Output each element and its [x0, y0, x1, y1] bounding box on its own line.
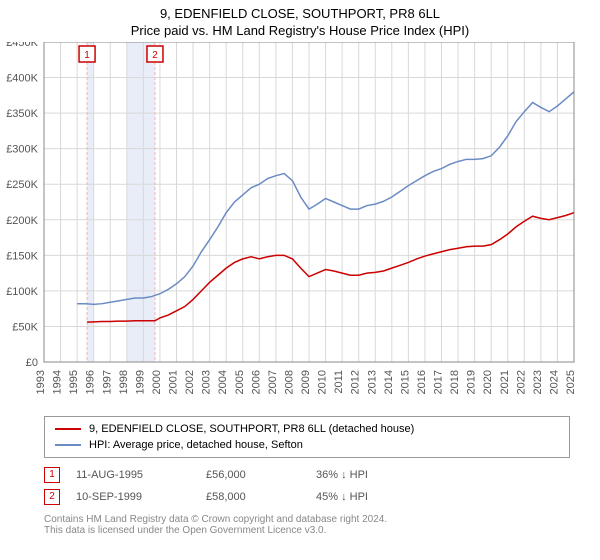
svg-text:1997: 1997	[101, 370, 113, 394]
svg-text:2025: 2025	[565, 370, 577, 394]
chart-subtitle: Price paid vs. HM Land Registry's House …	[0, 23, 600, 38]
svg-text:2022: 2022	[515, 370, 527, 394]
legend-label: 9, EDENFIELD CLOSE, SOUTHPORT, PR8 6LL (…	[89, 423, 414, 435]
legend-label: HPI: Average price, detached house, Seft…	[89, 439, 303, 451]
svg-text:£250K: £250K	[6, 179, 38, 191]
svg-text:2: 2	[152, 50, 158, 61]
table-row: 2 10-SEP-1999£58,00045% ↓ HPI	[44, 486, 570, 508]
svg-text:2006: 2006	[250, 370, 262, 394]
svg-text:2001: 2001	[168, 370, 180, 394]
svg-text:2019: 2019	[466, 370, 478, 394]
col-date: 11-AUG-1995	[76, 469, 206, 481]
col-date: 10-SEP-1999	[76, 491, 206, 503]
svg-text:2021: 2021	[499, 370, 511, 394]
svg-text:2014: 2014	[383, 370, 395, 394]
footnote-line1: Contains HM Land Registry data © Crown c…	[44, 514, 570, 525]
marker-table: 1 11-AUG-1995£56,00036% ↓ HPI 2 10-SEP-1999…	[44, 464, 570, 508]
chart-title: 9, EDENFIELD CLOSE, SOUTHPORT, PR8 6LL	[0, 6, 600, 21]
table-row: 1 11-AUG-1995£56,00036% ↓ HPI	[44, 464, 570, 486]
legend-swatch	[55, 444, 81, 446]
legend-item: 9, EDENFIELD CLOSE, SOUTHPORT, PR8 6LL (…	[55, 421, 559, 437]
svg-text:1999: 1999	[134, 370, 146, 394]
svg-text:1995: 1995	[68, 370, 80, 394]
svg-text:2002: 2002	[184, 370, 196, 394]
svg-text:2005: 2005	[234, 370, 246, 394]
svg-text:1994: 1994	[52, 370, 64, 394]
svg-text:2016: 2016	[416, 370, 428, 394]
col-price: £58,000	[206, 491, 316, 503]
svg-text:£150K: £150K	[6, 250, 38, 262]
footnote: Contains HM Land Registry data © Crown c…	[44, 514, 570, 536]
marker-box: 2	[44, 489, 60, 505]
svg-text:2020: 2020	[482, 370, 494, 394]
svg-text:£0: £0	[26, 357, 38, 369]
footnote-line2: This data is licensed under the Open Gov…	[44, 525, 570, 536]
svg-text:1998: 1998	[118, 370, 130, 394]
svg-text:1: 1	[84, 50, 90, 61]
svg-text:1993: 1993	[35, 370, 47, 394]
svg-text:2018: 2018	[449, 370, 461, 394]
svg-text:£50K: £50K	[12, 321, 38, 333]
svg-text:£350K: £350K	[6, 108, 38, 120]
svg-text:£300K: £300K	[6, 144, 38, 156]
svg-text:£400K: £400K	[6, 73, 38, 85]
legend-item: HPI: Average price, detached house, Seft…	[55, 437, 559, 453]
marker-box: 1	[44, 467, 60, 483]
svg-text:2023: 2023	[532, 370, 544, 394]
svg-text:£200K: £200K	[6, 215, 38, 227]
svg-text:2017: 2017	[433, 370, 445, 394]
svg-text:2011: 2011	[333, 370, 345, 394]
svg-text:2012: 2012	[350, 370, 362, 394]
chart-area: £0 £50K £100K £150K £200K £250K £300K £350K £400…	[0, 42, 600, 410]
svg-text:£100K: £100K	[6, 286, 38, 298]
col-price: £56,000	[206, 469, 316, 481]
svg-text:2008: 2008	[283, 370, 295, 394]
svg-text:2000: 2000	[151, 370, 163, 394]
legend: 9, EDENFIELD CLOSE, SOUTHPORT, PR8 6LL (…	[44, 416, 570, 458]
legend-swatch	[55, 428, 81, 430]
svg-text:2024: 2024	[548, 370, 560, 394]
svg-text:2013: 2013	[366, 370, 378, 394]
svg-text:2003: 2003	[201, 370, 213, 394]
svg-text:2004: 2004	[217, 370, 229, 394]
svg-text:2015: 2015	[399, 370, 411, 394]
svg-text:£450K: £450K	[6, 42, 38, 49]
col-pct: 45% ↓ HPI	[316, 491, 416, 503]
svg-text:2009: 2009	[300, 370, 312, 394]
svg-text:2010: 2010	[317, 370, 329, 394]
svg-text:1996: 1996	[85, 370, 97, 394]
svg-text:2007: 2007	[267, 370, 279, 394]
col-pct: 36% ↓ HPI	[316, 469, 416, 481]
